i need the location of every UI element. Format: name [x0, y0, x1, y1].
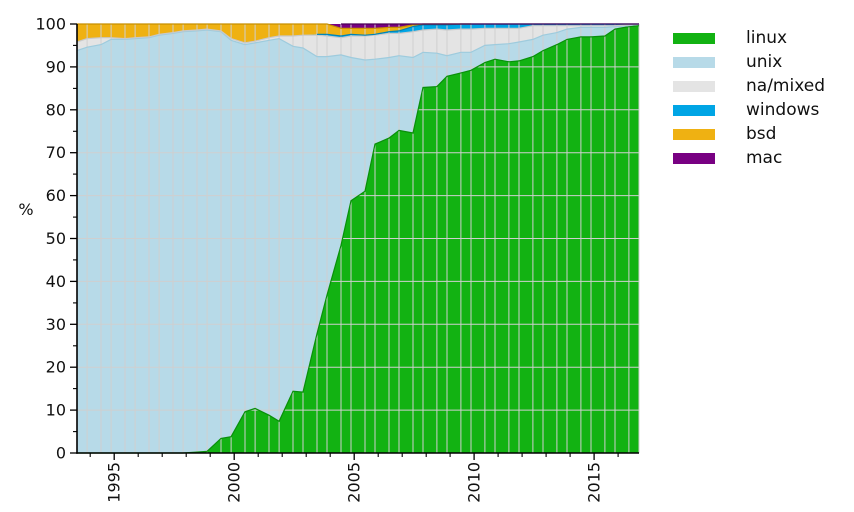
- legend-item-unix: unix: [673, 50, 825, 74]
- edge-na-mixed: [76, 23, 640, 44]
- legend-label-mac: mac: [746, 147, 783, 168]
- edge-bsd: [77, 23, 471, 29]
- legend-label-bsd: bsd: [746, 123, 777, 144]
- edge-unix: [76, 23, 640, 61]
- area-bsd: [77, 24, 639, 43]
- legend-label-unix: unix: [746, 51, 783, 72]
- x-tick-label: 1995: [105, 462, 124, 503]
- y-tick-label: 80: [46, 100, 66, 119]
- y-tick-label: 50: [46, 229, 66, 248]
- legend: linux unix na/mixed windows bsd mac: [673, 26, 825, 170]
- y-tick-label: 0: [56, 444, 66, 463]
- stacked-areas: [77, 24, 639, 453]
- legend-swatch-windows: [673, 104, 715, 116]
- legend-swatch-bsd: [673, 128, 715, 140]
- y-tick-label: 70: [46, 143, 66, 162]
- y-tick-label: 100: [35, 15, 66, 34]
- legend-label-linux: linux: [746, 27, 788, 48]
- axes: 0 10 20 30 40 50 60 70 80 90 100 1995 2000 2005 2010 20…: [35, 15, 639, 503]
- legend-label-na-mixed: na/mixed: [746, 75, 825, 96]
- gridlines: [76, 24, 640, 453]
- area-mac: [77, 24, 639, 29]
- legend-label-windows: windows: [746, 99, 820, 120]
- legend-item-bsd: bsd: [673, 122, 825, 146]
- x-tick-label: 2000: [225, 462, 244, 503]
- legend-swatch-unix: [673, 56, 715, 68]
- area-linux: [77, 25, 639, 453]
- legend-item-windows: windows: [673, 98, 825, 122]
- area-na-mixed: [77, 24, 639, 60]
- legend-swatch-mac: [673, 152, 715, 164]
- x-tick-label: 2005: [345, 462, 364, 503]
- y-tick-label: 40: [46, 272, 66, 291]
- area-unix: [77, 24, 639, 453]
- y-axis-label: %: [18, 200, 34, 219]
- x-tick-label: 2010: [465, 462, 484, 503]
- y-tick-label: 10: [46, 401, 66, 420]
- legend-swatch-linux: [673, 32, 715, 44]
- x-tick-label: 2015: [585, 462, 604, 503]
- legend-swatch-na-mixed: [673, 80, 715, 92]
- y-tick-label: 30: [46, 315, 66, 334]
- y-tick-label: 60: [46, 186, 66, 205]
- legend-item-linux: linux: [673, 26, 825, 50]
- y-tick-label: 20: [46, 358, 66, 377]
- legend-item-na-mixed: na/mixed: [673, 74, 825, 98]
- legend-item-mac: mac: [673, 146, 825, 170]
- y-tick-label: 90: [46, 57, 66, 76]
